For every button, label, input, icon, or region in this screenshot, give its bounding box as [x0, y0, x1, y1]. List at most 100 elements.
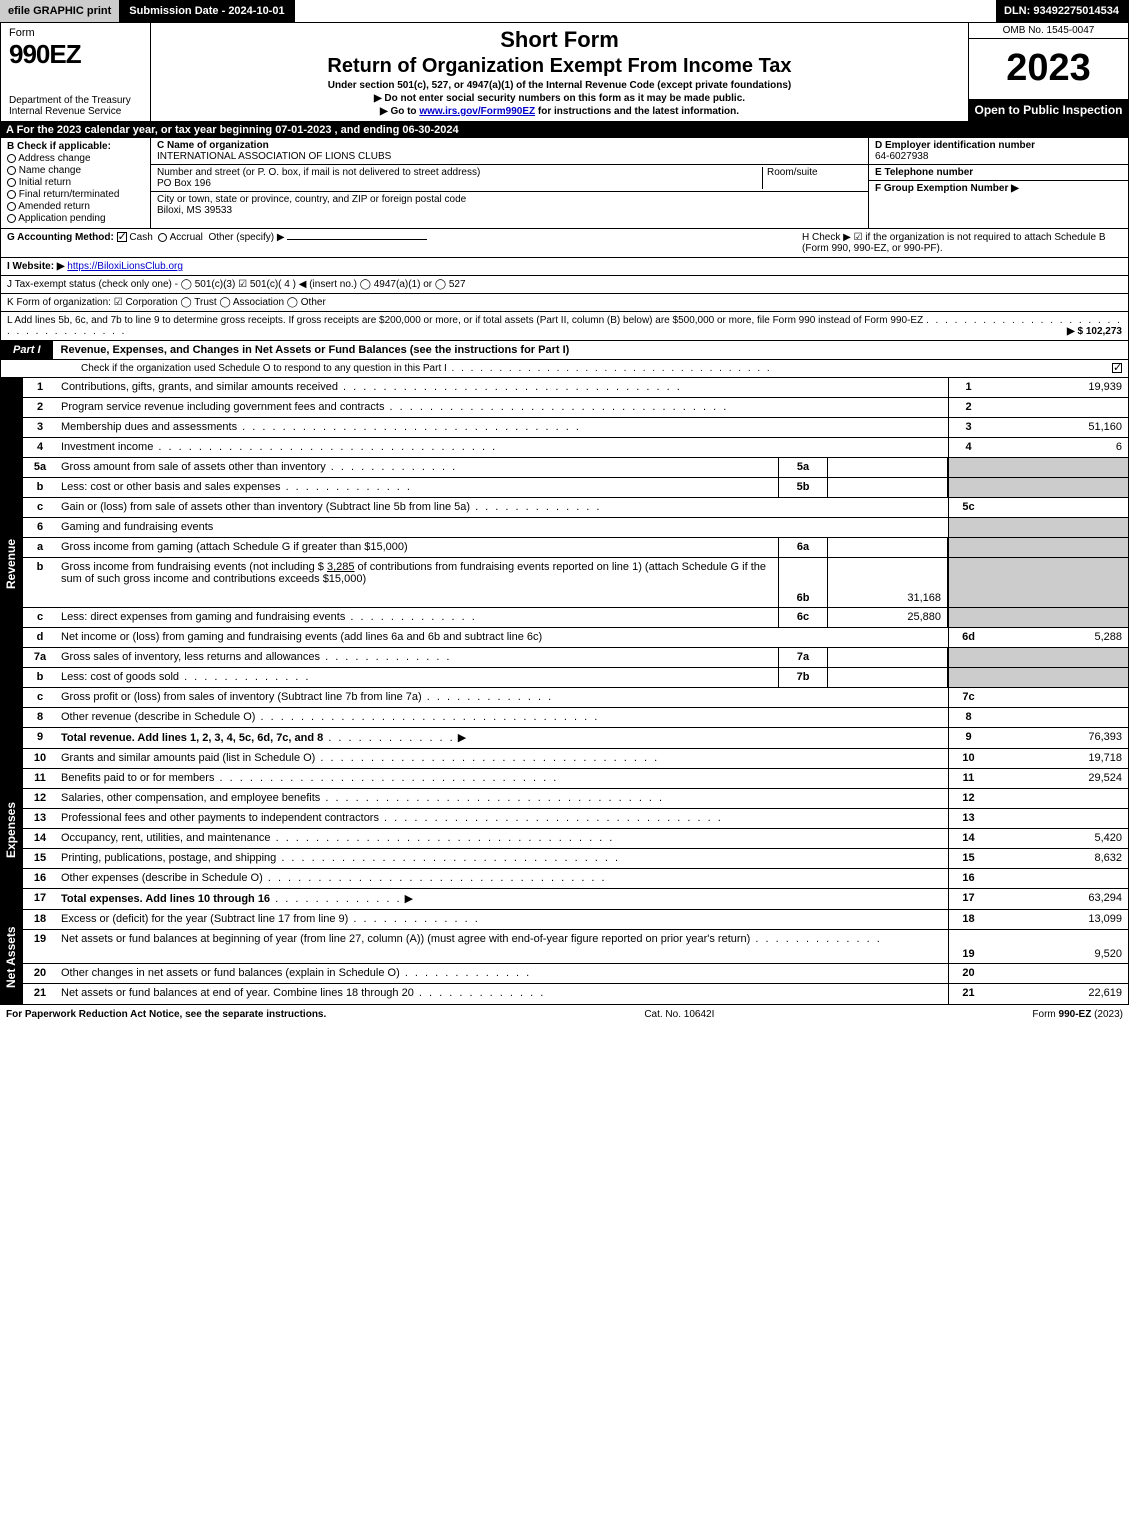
line-6c-amount: 25,880: [828, 608, 948, 627]
line-4-amount: 6: [988, 438, 1128, 457]
group-exemption-label: F Group Exemption Number ▶: [875, 183, 1019, 194]
omb-number: OMB No. 1545-0047: [969, 23, 1128, 39]
line-17-amount: 63,294: [988, 889, 1128, 909]
line-1-text: Contributions, gifts, grants, and simila…: [61, 381, 338, 393]
instructions-link[interactable]: www.irs.gov/Form990EZ: [419, 106, 535, 117]
form-title-2: Return of Organization Exempt From Incom…: [159, 55, 960, 78]
box-c: C Name of organization INTERNATIONAL ASS…: [151, 138, 868, 228]
line-gh: G Accounting Method: Cash Accrual Other …: [0, 229, 1129, 258]
submission-date-label: Submission Date - 2024-10-01: [121, 0, 294, 22]
public-inspection-label: Open to Public Inspection: [969, 99, 1128, 121]
arrow-icon: ▶: [458, 732, 466, 744]
catalog-number: Cat. No. 10642I: [644, 1009, 714, 1020]
instructions-link-line: ▶ Go to www.irs.gov/Form990EZ for instru…: [159, 106, 960, 117]
org-name-label: C Name of organization: [157, 140, 269, 151]
line-6d-text: Net income or (loss) from gaming and fun…: [61, 631, 542, 643]
ein-value: 64-6027938: [875, 151, 928, 162]
line-l: L Add lines 5b, 6c, and 7b to line 9 to …: [0, 312, 1129, 341]
line-2-amount: [988, 398, 1128, 417]
line-14-amount: 5,420: [988, 829, 1128, 848]
form-title-1: Short Form: [159, 27, 960, 53]
line-7c-text: Gross profit or (loss) from sales of inv…: [61, 691, 422, 703]
net-assets-section-label: Net Assets: [0, 910, 22, 1005]
box-b: B Check if applicable: Address change Na…: [1, 138, 151, 228]
link-pre: ▶ Go to: [380, 106, 419, 117]
tax-year: 2023: [969, 39, 1128, 99]
chk-name-change[interactable]: Name change: [7, 165, 144, 176]
gross-receipts: ▶ $ 102,273: [1067, 326, 1122, 337]
line-15-amount: 8,632: [988, 849, 1128, 868]
line-19-amount: 9,520: [988, 930, 1128, 963]
line-21-text: Net assets or fund balances at end of ye…: [61, 987, 414, 999]
city-value: Biloxi, MS 39533: [157, 205, 232, 216]
line-5b-text: Less: cost or other basis and sales expe…: [61, 481, 281, 493]
form-word: Form: [9, 27, 142, 39]
form-header: Form 990EZ Department of the Treasury In…: [0, 22, 1129, 122]
line-4-text: Investment income: [61, 441, 153, 453]
expenses-lines: 10Grants and similar amounts paid (list …: [22, 749, 1129, 910]
net-assets-lines: 18Excess or (deficit) for the year (Subt…: [22, 910, 1129, 1005]
ein-label: D Employer identification number: [875, 140, 1035, 151]
efile-print-label[interactable]: efile GRAPHIC print: [0, 0, 121, 22]
chk-amended-return[interactable]: Amended return: [7, 201, 144, 212]
chk-initial-return[interactable]: Initial return: [7, 177, 144, 188]
line-8-text: Other revenue (describe in Schedule O): [61, 711, 255, 723]
line-7a-text: Gross sales of inventory, less returns a…: [61, 651, 320, 663]
line-3-text: Membership dues and assessments: [61, 421, 237, 433]
line-6b-amount: 31,168: [828, 558, 948, 607]
line-k: K Form of organization: ☑ Corporation ◯ …: [0, 294, 1129, 312]
line-6c-text: Less: direct expenses from gaming and fu…: [61, 611, 345, 623]
chk-cash[interactable]: [117, 232, 127, 242]
chk-application-pending[interactable]: Application pending: [7, 213, 144, 224]
line-j: J Tax-exempt status (check only one) - ◯…: [0, 276, 1129, 294]
part1-title: Revenue, Expenses, and Changes in Net As…: [53, 341, 1128, 359]
revenue-section-label: Revenue: [0, 378, 22, 749]
ssn-warning: ▶ Do not enter social security numbers o…: [159, 93, 960, 104]
line-9-amount: 76,393: [988, 728, 1128, 748]
line-12-text: Salaries, other compensation, and employ…: [61, 792, 320, 804]
page-footer: For Paperwork Reduction Act Notice, see …: [0, 1005, 1129, 1024]
header-right: OMB No. 1545-0047 2023 Open to Public In…: [968, 23, 1128, 121]
form-subtitle: Under section 501(c), 527, or 4947(a)(1)…: [159, 80, 960, 91]
header-mid: Short Form Return of Organization Exempt…: [151, 23, 968, 121]
line-16-text: Other expenses (describe in Schedule O): [61, 872, 263, 884]
part1-check-line: Check if the organization used Schedule …: [0, 360, 1129, 378]
chk-final-return[interactable]: Final return/terminated: [7, 189, 144, 200]
street-value: PO Box 196: [157, 178, 211, 189]
org-name: INTERNATIONAL ASSOCIATION OF LIONS CLUBS: [157, 151, 391, 162]
chk-schedule-o[interactable]: [1112, 363, 1122, 373]
line-5c-amount: [988, 498, 1128, 517]
department-label: Department of the Treasury Internal Reve…: [9, 95, 142, 117]
form-number: 990EZ: [9, 39, 142, 70]
line-6d-amount: 5,288: [988, 628, 1128, 647]
line-2-text: Program service revenue including govern…: [61, 401, 384, 413]
top-bar: efile GRAPHIC print Submission Date - 20…: [0, 0, 1129, 22]
line-7b-text: Less: cost of goods sold: [61, 671, 179, 683]
phone-label: E Telephone number: [875, 167, 973, 178]
line-a-tax-year: A For the 2023 calendar year, or tax yea…: [0, 122, 1129, 138]
box-def: D Employer identification number 64-6027…: [868, 138, 1128, 228]
line-10-amount: 19,718: [988, 749, 1128, 768]
line-1-amount: 19,939: [988, 378, 1128, 397]
line-17-text: Total expenses. Add lines 10 through 16: [61, 893, 270, 905]
expenses-section-label: Expenses: [0, 749, 22, 910]
line-9-text: Total revenue. Add lines 1, 2, 3, 4, 5c,…: [61, 732, 323, 744]
dln-label: DLN: 93492275014534: [996, 0, 1129, 22]
line-19-text: Net assets or fund balances at beginning…: [61, 933, 750, 945]
room-label: Room/suite: [767, 167, 818, 178]
line-10-text: Grants and similar amounts paid (list in…: [61, 752, 315, 764]
line-13-text: Professional fees and other payments to …: [61, 812, 379, 824]
line-18-text: Excess or (deficit) for the year (Subtra…: [61, 913, 348, 925]
header-left: Form 990EZ Department of the Treasury In…: [1, 23, 151, 121]
line-20-text: Other changes in net assets or fund bala…: [61, 967, 400, 979]
line-18-amount: 13,099: [988, 910, 1128, 929]
street-label: Number and street (or P. O. box, if mail…: [157, 167, 480, 178]
chk-address-change[interactable]: Address change: [7, 153, 144, 164]
entity-block: B Check if applicable: Address change Na…: [0, 138, 1129, 229]
line-3-amount: 51,160: [988, 418, 1128, 437]
chk-accrual[interactable]: [158, 233, 167, 242]
website-link[interactable]: https://BiloxiLionsClub.org: [67, 261, 183, 272]
line-21-amount: 22,619: [988, 984, 1128, 1004]
part1-tag: Part I: [1, 341, 53, 359]
form-reference: Form 990-EZ (2023): [1032, 1009, 1123, 1020]
